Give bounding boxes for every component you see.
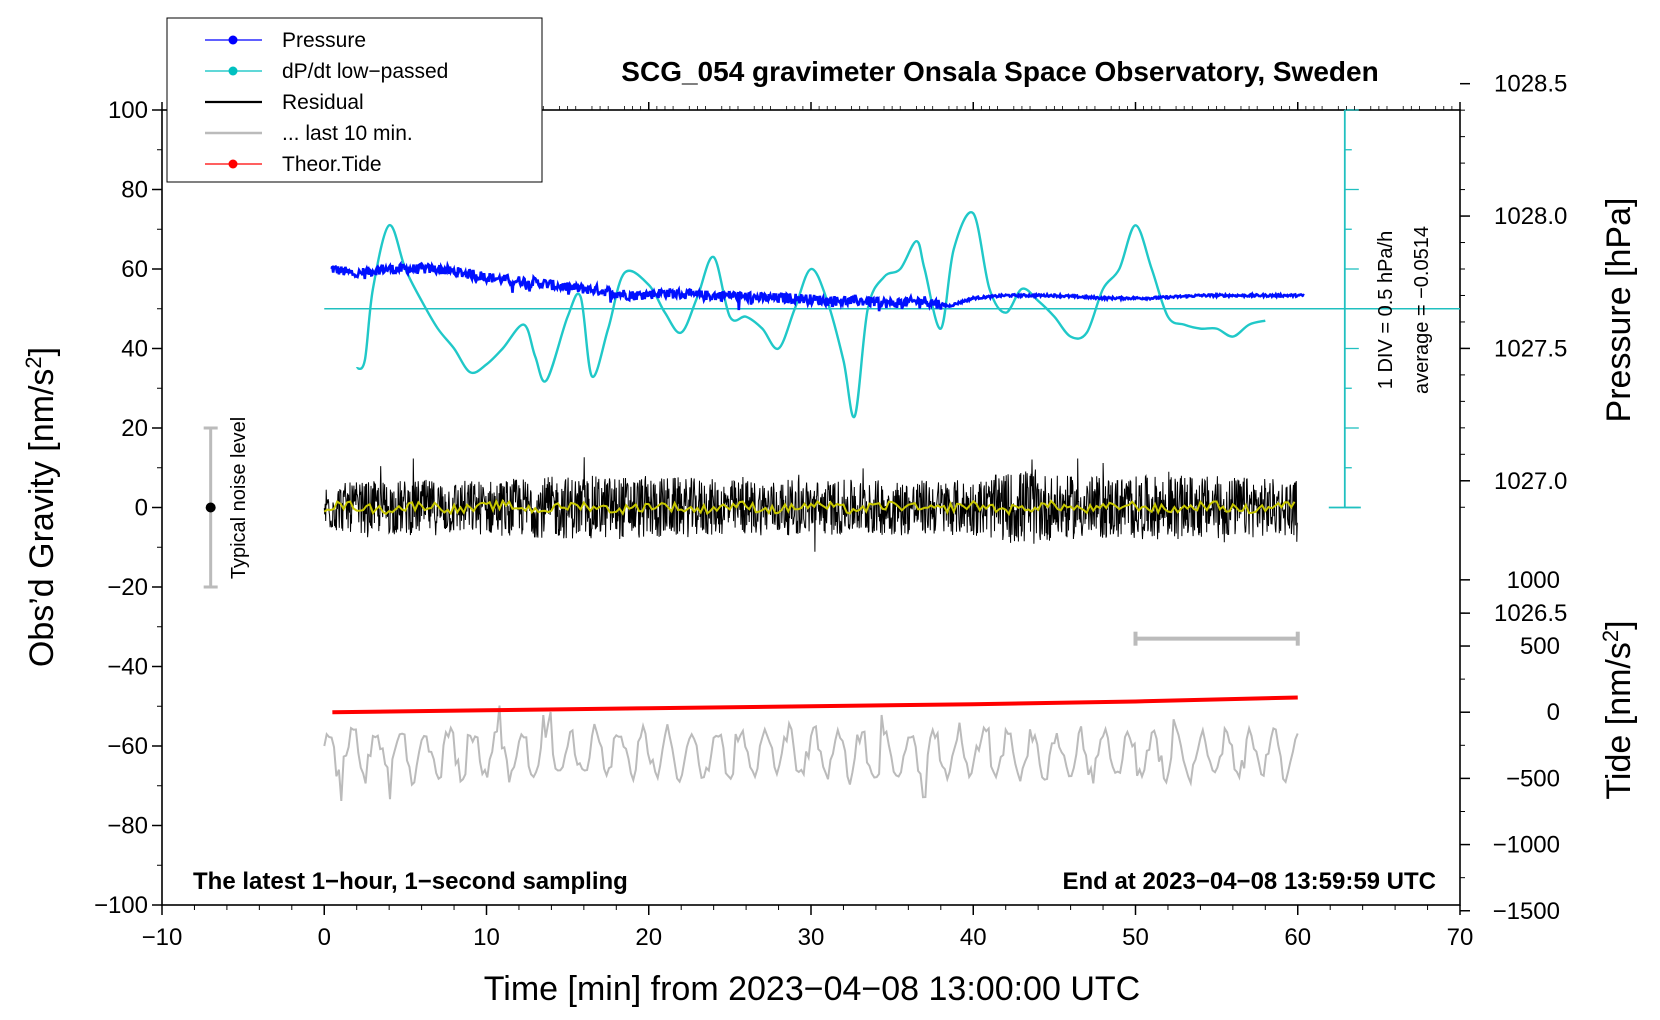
x-tick-label: 10 bbox=[473, 924, 500, 951]
residual-line bbox=[323, 457, 1298, 552]
pressure-tick-label: 1028.5 bbox=[1494, 71, 1567, 98]
x-tick-label: 70 bbox=[1447, 924, 1474, 951]
legend-label: ... last 10 min. bbox=[282, 122, 413, 145]
pressure-line bbox=[330, 260, 1305, 312]
y-tick-label: −80 bbox=[107, 813, 148, 840]
noise-bar-dot bbox=[205, 502, 216, 513]
noise-level-bar bbox=[203, 426, 218, 589]
tide-series bbox=[332, 695, 1298, 715]
legend-swatch-marker bbox=[228, 35, 238, 45]
y-tick-label: 100 bbox=[108, 97, 148, 124]
tide-axis-title-sup: 2 bbox=[1598, 630, 1623, 642]
x-tick-label: 50 bbox=[1122, 924, 1149, 951]
x-tick-label: 30 bbox=[798, 924, 825, 951]
ten-min-bar bbox=[1133, 631, 1300, 646]
tide-tick-label: 1000 bbox=[1507, 567, 1560, 594]
x-tick-label: 40 bbox=[960, 924, 987, 951]
end-time-note: End at 2023−04−08 13:59:59 UTC bbox=[1062, 868, 1436, 895]
y-tick-label: −20 bbox=[107, 574, 148, 601]
div-label: 1 DIV = 0.5 hPa/h bbox=[1375, 231, 1397, 389]
noise-level-label: Typical noise level bbox=[228, 417, 250, 579]
legend-box bbox=[166, 17, 543, 183]
dpdt-series bbox=[355, 210, 1266, 419]
left-axis-ticks: 100 80 60 40 20 0 −20 −40 −60 −80 −100 bbox=[94, 97, 162, 919]
x-tick-label: 0 bbox=[318, 924, 331, 951]
legend-swatch-marker bbox=[228, 159, 238, 169]
dpdt-scale-axis bbox=[1328, 109, 1361, 509]
residual-lowpass-line bbox=[323, 498, 1296, 517]
last-10-min-series bbox=[323, 705, 1299, 801]
x-axis-ticks: −10 0 10 20 30 40 50 60 70 bbox=[142, 102, 1474, 951]
tide-tick-label: 500 bbox=[1520, 633, 1560, 660]
tide-line bbox=[332, 695, 1298, 715]
legend-label: Theor.Tide bbox=[282, 153, 382, 176]
y-tick-label: 20 bbox=[121, 415, 148, 442]
x-axis-title: Time [min] from 2023−04−08 13:00:00 UTC bbox=[484, 970, 1140, 1008]
pressure-tick-label: 1028.0 bbox=[1494, 203, 1567, 230]
tide-tick-label: 0 bbox=[1547, 699, 1560, 726]
average-label: average = −0.0514 bbox=[1411, 226, 1433, 394]
dpdt-line bbox=[355, 210, 1266, 419]
pressure-tick-label: 1027.5 bbox=[1494, 335, 1567, 362]
y-tick-label: −40 bbox=[107, 654, 148, 681]
residual-lowpass-series bbox=[323, 498, 1296, 517]
y-tick-label: −100 bbox=[94, 892, 148, 919]
legend-label: dP/dt low−passed bbox=[282, 60, 448, 83]
residual-series bbox=[323, 457, 1298, 552]
last-10-min-line bbox=[323, 705, 1299, 801]
y-tick-label: 40 bbox=[121, 336, 148, 363]
legend: Pressure dP/dt low−passed Residual ... last… bbox=[166, 17, 543, 183]
tide-tick-label: −1000 bbox=[1493, 832, 1560, 859]
legend-swatch-marker bbox=[228, 66, 238, 76]
y-tick-label: 80 bbox=[121, 177, 148, 204]
right-axis-ticks: 1028.5 1028.0 1027.5 1027.0 1026.5 1000 500 0 −5… bbox=[1460, 71, 1567, 925]
tide-tick-label: −500 bbox=[1506, 765, 1560, 792]
x-tick-label: 20 bbox=[635, 924, 662, 951]
pressure-tick-label: 1027.0 bbox=[1494, 468, 1567, 495]
sampling-note: The latest 1−hour, 1−second sampling bbox=[193, 868, 628, 895]
pressure-axis-title: Pressure [hPa] bbox=[1600, 198, 1638, 423]
chart-title: SCG_054 gravimeter Onsala Space Observat… bbox=[621, 56, 1378, 87]
tide-tick-label: −1500 bbox=[1493, 898, 1560, 925]
left-axis-title-sup: 2 bbox=[21, 356, 46, 368]
x-tick-label: −10 bbox=[142, 924, 183, 951]
x-tick-label: 60 bbox=[1284, 924, 1311, 951]
tide-axis-title: Tide [nm/s2] bbox=[1598, 620, 1638, 799]
left-axis-title: Obs’d Gravity [nm/s2] bbox=[21, 347, 61, 667]
y-tick-label: 60 bbox=[121, 256, 148, 283]
legend-label: Residual bbox=[282, 91, 364, 114]
y-tick-label: −60 bbox=[107, 733, 148, 760]
legend-label: Pressure bbox=[282, 29, 366, 52]
y-tick-label: 0 bbox=[135, 495, 148, 522]
pressure-series bbox=[330, 260, 1305, 312]
pressure-tick-label: 1026.5 bbox=[1494, 600, 1567, 627]
